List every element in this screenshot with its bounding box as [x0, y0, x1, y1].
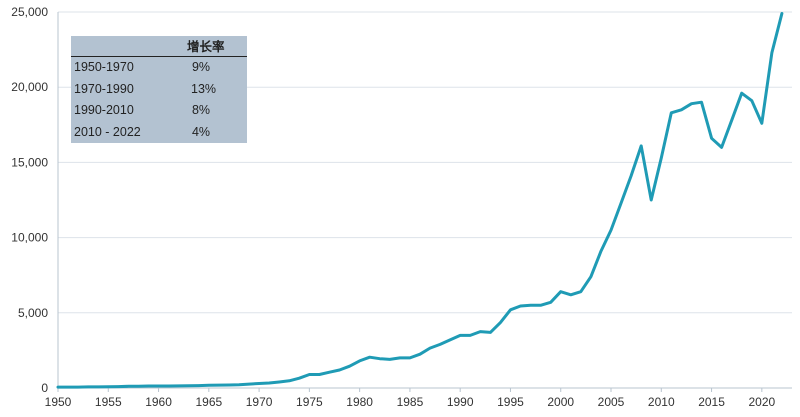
period-label: 1950-1970 — [74, 60, 134, 74]
period-label: 1990-2010 — [74, 103, 134, 117]
period-label: 2010 - 2022 — [74, 124, 141, 139]
x-tick-label: 1980 — [346, 395, 373, 409]
growth-rate-row: 1950-1970 9% — [71, 57, 247, 79]
growth-rate-row: 1970-1990 13% — [71, 79, 247, 101]
x-tick-labels: 1950 1955 1960 1965 1970 1975 1980 1985 1990 1995… — [45, 395, 776, 409]
rate-value: 8% — [191, 103, 211, 117]
rate-value: 4% — [191, 124, 211, 139]
x-tick-label: 2020 — [748, 395, 775, 409]
growth-rate-row: 1990-2010 8% — [71, 100, 247, 122]
growth-rate-header: 增长率 — [71, 36, 247, 57]
x-tick-label: 2000 — [547, 395, 574, 409]
x-tick-label: 1965 — [195, 395, 222, 409]
y-tick-label: 15,000 — [11, 155, 48, 169]
axes — [57, 12, 792, 392]
x-tick-label: 1960 — [145, 395, 172, 409]
y-tick-label: 25,000 — [11, 5, 48, 19]
x-tick-label: 1950 — [45, 395, 72, 409]
y-tick-label: 0 — [41, 381, 48, 395]
x-tick-label: 1990 — [447, 395, 474, 409]
rate-value: 9% — [191, 60, 211, 74]
rate-value: 13% — [191, 81, 217, 96]
y-tick-label: 5,000 — [18, 306, 48, 320]
growth-rate-row: 2010 - 2022 4% — [71, 122, 247, 144]
data-series — [56, 12, 784, 389]
x-tick-label: 2015 — [698, 395, 725, 409]
y-tick-labels: 0 5,000 10,000 15,000 20,000 25,000 — [11, 5, 48, 395]
x-tick-label: 1970 — [246, 395, 273, 409]
x-tick-label: 1985 — [397, 395, 424, 409]
growth-rate-header-label: 增长率 — [187, 39, 225, 54]
x-tick-label: 2005 — [598, 395, 625, 409]
y-tick-label: 10,000 — [11, 231, 48, 245]
x-tick-label: 1995 — [497, 395, 524, 409]
series-line — [56, 12, 784, 389]
period-label: 1970-1990 — [74, 81, 134, 96]
x-tick-label: 1975 — [296, 395, 323, 409]
x-tick-label: 1955 — [95, 395, 122, 409]
x-tick-label: 2010 — [648, 395, 675, 409]
growth-rate-table: 增长率 1950-1970 9% 1970-1990 13% 1990-2010… — [71, 36, 247, 143]
y-tick-label: 20,000 — [11, 80, 48, 94]
